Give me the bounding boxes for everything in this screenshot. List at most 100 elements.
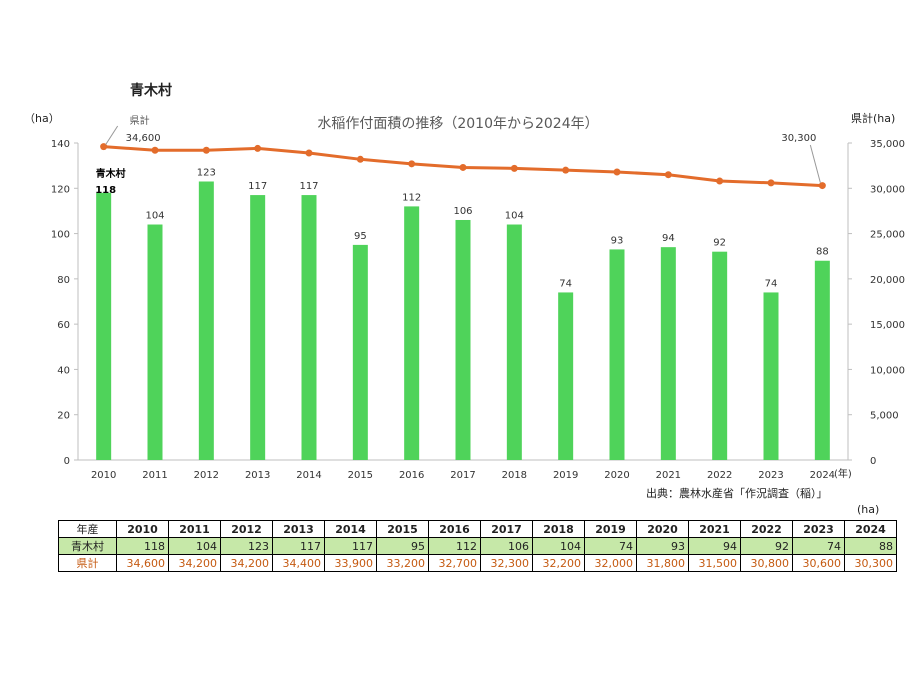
bar-value-label: 117 [248, 181, 267, 192]
table-header-label: 年産 [58, 520, 117, 538]
left-tick-label: 140 [51, 139, 70, 150]
table-year-header: 2021 [688, 520, 741, 538]
data-table: 年産 2010 2011 2012 2013 2014 2015 2016 2017 2018 2… [58, 520, 897, 572]
line-point-2021 [664, 171, 672, 179]
bar-2021 [660, 247, 676, 460]
bar-value-label: 123 [197, 167, 216, 178]
line-point-2016 [408, 160, 416, 168]
table-year-header: 2011 [168, 520, 221, 538]
table-year-header: 2017 [480, 520, 533, 538]
table-cell: 30,600 [792, 554, 845, 572]
x-tick-label: 2015 [348, 470, 373, 481]
right-tick-label: 5,000 [870, 411, 899, 422]
table-cell: 118 [116, 537, 169, 555]
right-tick-label: 15,000 [870, 320, 905, 331]
bar-value-label: 93 [611, 235, 624, 246]
table-row: 青木村 118 104 123 117 117 95 112 106 104 74 93 94 92 74 8… [58, 537, 897, 555]
table-row-label: 青木村 [58, 537, 117, 555]
bar-2012 [198, 181, 214, 460]
bar-value-label-first: 118 [95, 185, 116, 196]
left-tick-label: 100 [51, 230, 70, 241]
x-tick-label: 2018 [502, 470, 527, 481]
table-cell: 95 [376, 537, 429, 555]
bar-value-label: 106 [453, 206, 472, 217]
x-tick-label: 2011 [142, 470, 167, 481]
table-cell: 88 [844, 537, 897, 555]
bar-2014 [301, 195, 317, 461]
chart-title: 水稲作付面積の推移（2010年から2024年） [317, 116, 598, 132]
page-title: 青木村 [130, 83, 172, 99]
table-cell: 34,200 [220, 554, 273, 572]
bar-2019 [558, 292, 574, 460]
table-year-header: 2019 [584, 520, 637, 538]
x-tick-label: 2024 [810, 470, 835, 481]
bar-2018 [506, 224, 522, 460]
table-year-header: 2013 [272, 520, 325, 538]
right-tick-label: 30,000 [870, 184, 905, 195]
table-year-header: 2014 [324, 520, 377, 538]
bar-value-label: 88 [816, 247, 829, 258]
bar-2011 [147, 224, 163, 460]
table-unit: (ha) [857, 503, 880, 516]
x-tick-label: 2020 [604, 470, 629, 481]
bar-value-label: 94 [662, 233, 675, 244]
table-year-header: 2020 [636, 520, 689, 538]
table-cell: 30,300 [844, 554, 897, 572]
table-year-header: 2010 [116, 520, 169, 538]
line-point-2023 [767, 179, 775, 187]
table-cell: 34,400 [272, 554, 325, 572]
table-cell: 34,600 [116, 554, 169, 572]
line-point-2014 [305, 149, 313, 157]
x-tick-label: 2017 [450, 470, 475, 481]
right-tick-label: 25,000 [870, 230, 905, 241]
table-cell: 74 [792, 537, 845, 555]
table-year-header: 2015 [376, 520, 429, 538]
table-cell: 32,300 [480, 554, 533, 572]
table-cell: 117 [272, 537, 325, 555]
table-row: 県計 34,600 34,200 34,200 34,400 33,900 33,200 32… [58, 554, 897, 572]
left-tick-label: 120 [51, 184, 70, 195]
left-tick-label: 40 [57, 365, 70, 376]
left-tick-label: 60 [57, 320, 70, 331]
left-tick-label: 20 [57, 411, 70, 422]
table-cell: 104 [532, 537, 585, 555]
x-tick-label: 2021 [656, 470, 681, 481]
right-tick-label: 20,000 [870, 275, 905, 286]
left-axis-unit: （ha） [24, 112, 60, 125]
x-unit-label: (年) [834, 467, 852, 480]
bar-value-label: 95 [354, 231, 367, 242]
bar-value-label: 112 [402, 192, 421, 203]
table-cell: 93 [636, 537, 689, 555]
line-point-2011 [151, 146, 159, 154]
line-point-2012 [202, 146, 210, 154]
table-cell: 30,800 [740, 554, 793, 572]
right-tick-label: 0 [870, 456, 876, 467]
table-cell: 112 [428, 537, 481, 555]
right-tick-label: 10,000 [870, 365, 905, 376]
line-point-2015 [356, 155, 364, 163]
line-point-2022 [716, 177, 724, 185]
table-year-header: 2012 [220, 520, 273, 538]
x-tick-label: 2016 [399, 470, 424, 481]
line-point-2013 [254, 144, 262, 152]
line-point-2017 [459, 163, 467, 171]
leader-line-last [809, 144, 821, 183]
bar-2024 [814, 260, 830, 460]
left-tick-label: 80 [57, 275, 70, 286]
table-year-header: 2022 [740, 520, 793, 538]
table-cell: 94 [688, 537, 741, 555]
bar-series-label: 青木村 [96, 167, 126, 180]
bar-value-label: 74 [765, 278, 778, 289]
x-tick-label: 2022 [707, 470, 732, 481]
bar-2015 [352, 244, 368, 460]
x-tick-label: 2013 [245, 470, 270, 481]
x-tick-label: 2014 [296, 470, 321, 481]
source-note: 出典：農林水産省「作況調査（稲）」 [646, 487, 828, 500]
table-year-header: 2018 [532, 520, 585, 538]
x-tick-label: 2012 [194, 470, 219, 481]
bar-2017 [455, 219, 471, 460]
line-series-label: 県計 [130, 114, 150, 127]
line-value-label-last: 30,300 [781, 133, 816, 144]
table-cell: 32,700 [428, 554, 481, 572]
left-tick-label: 0 [64, 456, 70, 467]
